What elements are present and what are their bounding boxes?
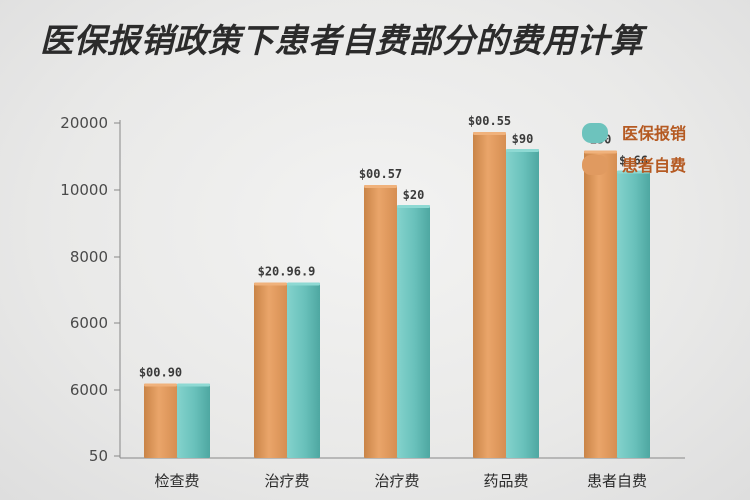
bar bbox=[506, 149, 539, 458]
category-label: 患者自费 bbox=[587, 472, 647, 490]
data-label: $20.96.9 bbox=[258, 265, 316, 279]
category-labels: 检查费 治疗费 治疗费 药品费 患者自费 bbox=[154, 472, 647, 490]
bar bbox=[617, 170, 650, 458]
category-label: 治疗费 bbox=[374, 472, 419, 490]
y-tick-label: 6000 bbox=[70, 381, 108, 399]
bar-top-cap bbox=[506, 149, 539, 152]
bar-top-cap bbox=[584, 150, 617, 154]
data-label: $00.57 bbox=[359, 167, 402, 181]
y-tick-label: 8000 bbox=[70, 248, 108, 266]
y-tick-label: 10000 bbox=[60, 181, 108, 199]
category-label: 治疗费 bbox=[264, 472, 309, 490]
data-label: $90 bbox=[512, 132, 534, 146]
bar bbox=[177, 383, 210, 458]
bar-top-cap bbox=[287, 282, 320, 286]
bar bbox=[287, 282, 320, 458]
y-axis-ticks: 50 6000 6000 8000 10000 20000 bbox=[60, 114, 120, 465]
y-tick-label: 50 bbox=[89, 447, 108, 465]
y-tick-label: 20000 bbox=[60, 114, 108, 132]
legend-label: 医保报销 bbox=[622, 124, 686, 143]
y-tick-label: 6000 bbox=[70, 314, 108, 332]
bar-top-cap bbox=[397, 205, 430, 208]
bar-top-cap bbox=[254, 282, 287, 286]
data-label: $00.90 bbox=[139, 366, 182, 380]
bar bbox=[473, 132, 506, 458]
bar bbox=[397, 205, 430, 458]
data-labels: $00.90$20.96.9$00.57$20$00.55$90150$.66 bbox=[139, 114, 648, 380]
category-label: 药品费 bbox=[483, 472, 528, 490]
legend-swatch bbox=[582, 155, 608, 175]
category-label: 检查费 bbox=[154, 472, 199, 490]
data-label: $20 bbox=[403, 188, 425, 202]
bar-top-cap bbox=[144, 383, 177, 387]
bar-top-cap bbox=[364, 185, 397, 188]
bar bbox=[254, 282, 287, 458]
bars bbox=[144, 132, 650, 458]
data-label: $00.55 bbox=[468, 114, 511, 128]
chart-title: 医保报销政策下患者自费部分的费用计算 bbox=[40, 21, 643, 60]
bar-top-cap bbox=[617, 170, 650, 174]
legend-swatch bbox=[582, 123, 608, 143]
bar bbox=[364, 185, 397, 458]
legend-label: 患者自费 bbox=[622, 156, 686, 175]
bar-top-cap bbox=[177, 383, 210, 387]
bar-top-cap bbox=[473, 132, 506, 135]
bar bbox=[144, 383, 177, 458]
bar bbox=[584, 150, 617, 458]
data-label: $.66 bbox=[619, 154, 648, 168]
